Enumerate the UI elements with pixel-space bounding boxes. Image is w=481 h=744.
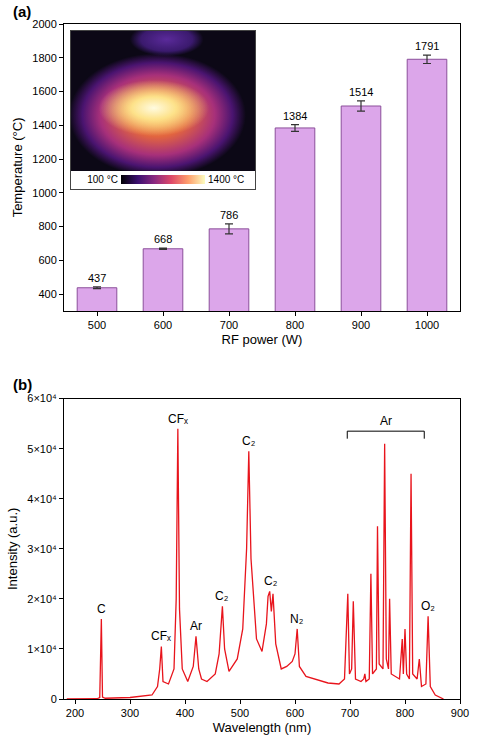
svg-text:2000: 2000 [32, 18, 56, 30]
svg-text:Wavelength (nm): Wavelength (nm) [213, 720, 312, 735]
svg-text:Temperature (°C): Temperature (°C) [10, 118, 25, 218]
svg-text:800: 800 [38, 220, 56, 232]
svg-text:6×10⁴: 6×10⁴ [27, 392, 57, 404]
svg-text:O₂: O₂ [421, 599, 435, 613]
svg-text:600: 600 [154, 319, 172, 331]
svg-text:CFₓ: CFₓ [151, 629, 171, 643]
svg-text:1000: 1000 [32, 187, 56, 199]
svg-text:Ar: Ar [190, 619, 202, 633]
svg-text:Intensity (a.u.): Intensity (a.u.) [5, 508, 20, 590]
svg-text:1400: 1400 [32, 119, 56, 131]
svg-text:C₂: C₂ [264, 574, 278, 588]
html-text:1400 °C: 1400 °C [208, 174, 245, 186]
svg-text:800: 800 [396, 707, 414, 719]
svg-text:4×10⁴: 4×10⁴ [27, 493, 57, 505]
svg-text:200: 200 [66, 707, 84, 719]
svg-text:C₂: C₂ [242, 434, 256, 448]
svg-text:1384: 1384 [283, 110, 307, 122]
svg-text:(b): (b) [13, 376, 32, 393]
svg-text:800: 800 [286, 319, 304, 331]
svg-text:1514: 1514 [349, 86, 373, 98]
svg-text:400: 400 [38, 288, 56, 300]
svg-text:700: 700 [341, 707, 359, 719]
svg-text:900: 900 [451, 707, 469, 719]
svg-text:668: 668 [154, 233, 172, 245]
svg-text:700: 700 [220, 319, 238, 331]
svg-text:0: 0 [51, 693, 57, 705]
svg-text:1×10⁴: 1×10⁴ [27, 643, 57, 655]
svg-text:1600: 1600 [32, 85, 56, 97]
svg-text:3×10⁴: 3×10⁴ [27, 543, 57, 555]
svg-text:1800: 1800 [32, 52, 56, 64]
svg-text:(a): (a) [13, 3, 31, 20]
svg-text:Ar: Ar [380, 414, 392, 428]
svg-text:1791: 1791 [415, 40, 439, 52]
svg-text:500: 500 [231, 707, 249, 719]
html-text:100 °C: 100 °C [87, 174, 118, 186]
svg-text:1000: 1000 [415, 319, 439, 331]
svg-text:C₂: C₂ [215, 589, 229, 603]
svg-text:400: 400 [176, 707, 194, 719]
svg-text:900: 900 [352, 319, 370, 331]
svg-text:N₂: N₂ [290, 612, 304, 626]
svg-text:437: 437 [88, 272, 106, 284]
svg-text:5×10⁴: 5×10⁴ [27, 443, 57, 455]
svg-text:1200: 1200 [32, 153, 56, 165]
svg-text:RF power (W): RF power (W) [222, 332, 303, 347]
svg-text:CFₓ: CFₓ [168, 412, 188, 426]
svg-text:600: 600 [286, 707, 304, 719]
svg-text:500: 500 [88, 319, 106, 331]
svg-text:786: 786 [220, 209, 238, 221]
svg-text:C: C [97, 602, 106, 616]
svg-text:2×10⁴: 2×10⁴ [27, 593, 57, 605]
svg-text:600: 600 [38, 254, 56, 266]
svg-text:300: 300 [121, 707, 139, 719]
